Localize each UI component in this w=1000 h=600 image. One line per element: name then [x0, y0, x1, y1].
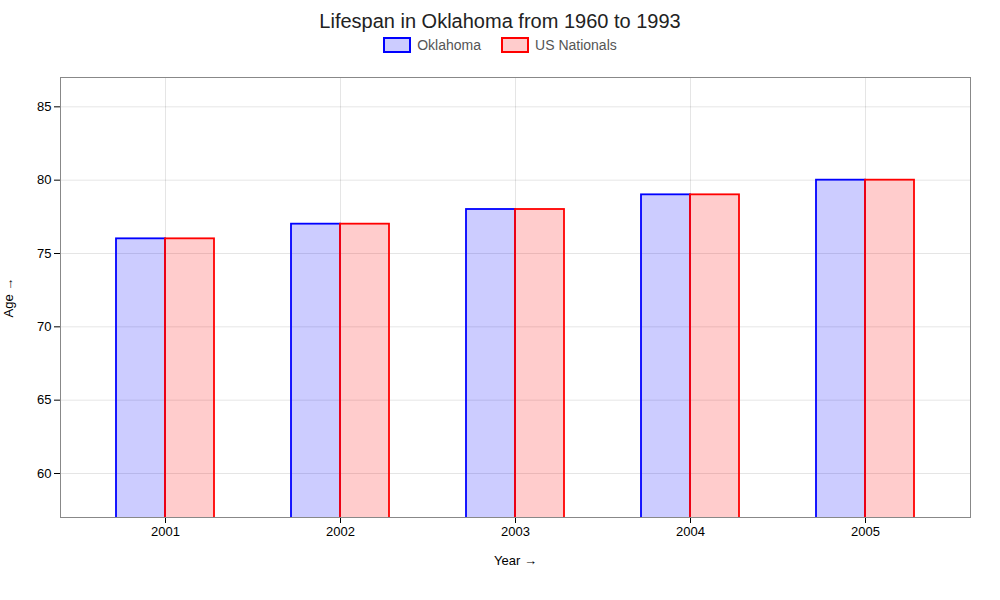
svg-text:65: 65 [37, 392, 51, 407]
svg-text:2001: 2001 [151, 524, 180, 539]
html-text:Lifespan in Oklahoma from 1960: Lifespan in Oklahoma from 1960 to 1993 [319, 10, 681, 32]
svg-text:2004: 2004 [676, 524, 705, 539]
svg-text:2005: 2005 [851, 524, 880, 539]
html-text:US Nationals: US Nationals [535, 37, 617, 53]
svg-text:60: 60 [37, 466, 51, 481]
svg-text:Year →: Year → [494, 553, 537, 568]
svg-text:2002: 2002 [326, 524, 355, 539]
svg-text:70: 70 [37, 319, 51, 334]
svg-text:85: 85 [37, 99, 51, 114]
svg-text:Age →: Age → [1, 278, 16, 318]
html-text:Oklahoma: Oklahoma [417, 37, 481, 53]
svg-text:80: 80 [37, 172, 51, 187]
svg-text:75: 75 [37, 246, 51, 261]
svg-text:2003: 2003 [501, 524, 530, 539]
